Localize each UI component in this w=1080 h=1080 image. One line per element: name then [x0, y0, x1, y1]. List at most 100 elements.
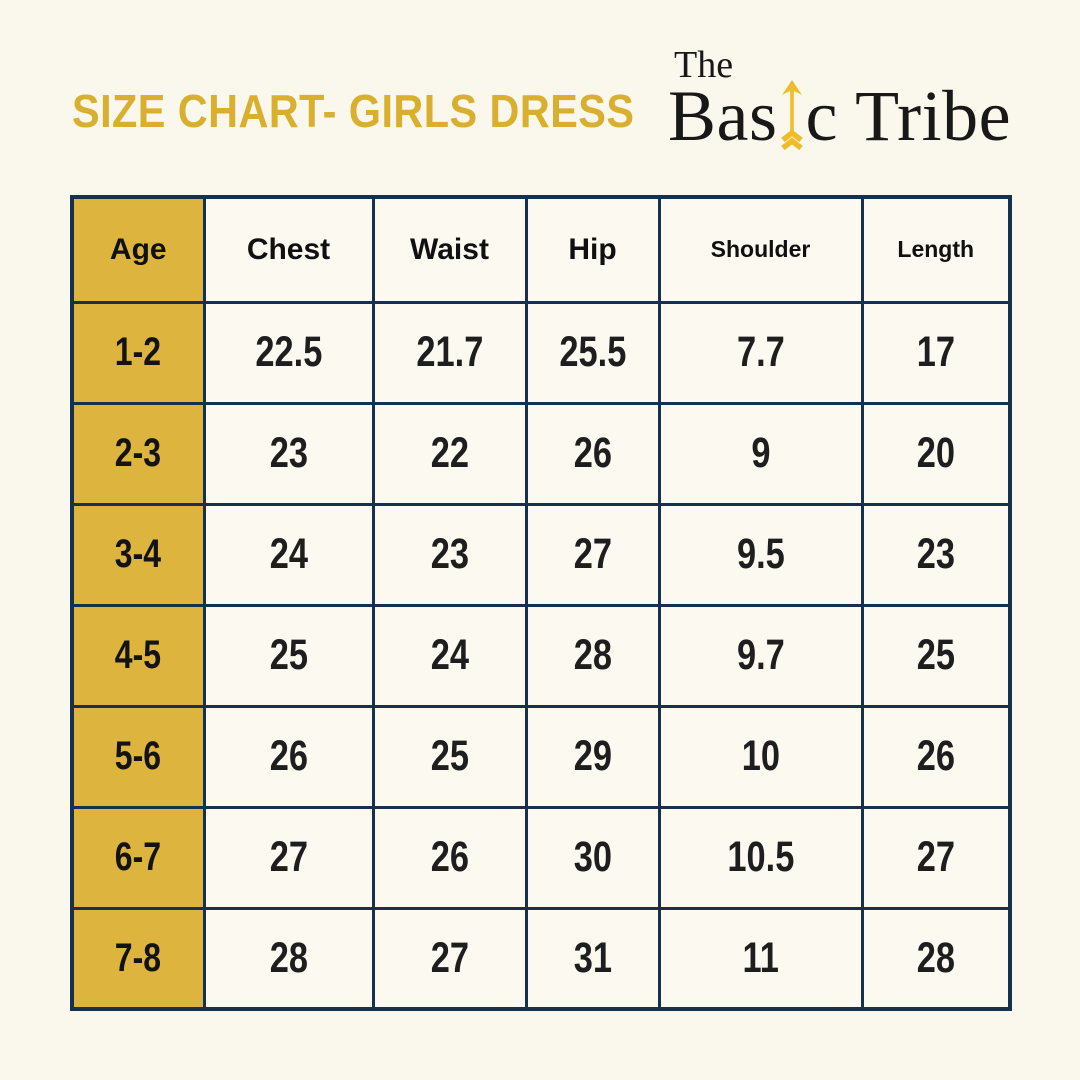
shoulder-value: 9.5 — [736, 530, 785, 578]
waist-value: 27 — [430, 933, 469, 982]
chest-value: 23 — [269, 429, 308, 477]
value-cell: 9.7 — [657, 603, 864, 708]
value-cell: 27 — [524, 502, 661, 607]
brand-prefix: The — [674, 44, 734, 86]
brand-wordmark: Bas c Tribe — [668, 80, 1011, 152]
value-cell: 25 — [371, 704, 528, 809]
age-cell: 5-6 — [70, 704, 206, 809]
value-cell: 26 — [524, 401, 661, 506]
value-cell: 10 — [657, 704, 864, 809]
table-row: 4-5 25 24 28 9.7 25 — [70, 603, 1012, 708]
length-value: 17 — [916, 328, 955, 376]
size-table-body: 1-2 22.5 21.7 25.5 7.7 17 2-3 23 22 26 9… — [70, 300, 1012, 1011]
table-row: 1-2 22.5 21.7 25.5 7.7 17 — [70, 300, 1012, 405]
age-cell: 4-5 — [70, 603, 206, 708]
header-cell-shoulder: Shoulder — [657, 195, 864, 304]
waist-value: 25 — [430, 732, 469, 780]
value-cell: 26 — [371, 805, 528, 910]
chest-value: 25 — [269, 631, 308, 679]
header-cell-age: Age — [70, 195, 206, 304]
waist-value: 23 — [430, 530, 469, 578]
table-row: 7-8 28 27 31 11 28 — [70, 906, 1012, 1011]
waist-value: 24 — [430, 631, 469, 679]
chest-value: 26 — [269, 732, 308, 780]
up-arrow-icon — [780, 80, 803, 150]
length-value: 20 — [916, 429, 955, 477]
length-value: 26 — [916, 732, 955, 780]
brand-name-end: c Tribe — [805, 76, 1012, 156]
page-title: SIZE CHART- GIRLS DRESS — [72, 85, 635, 137]
age-value: 3-4 — [115, 532, 162, 576]
value-cell: 21.7 — [371, 300, 528, 405]
brand-name-start: Bas — [668, 76, 778, 156]
value-cell: 24 — [371, 603, 528, 708]
table-header-row: Age Chest Waist Hip Shoulder Length — [70, 195, 1012, 304]
value-cell: 28 — [524, 603, 661, 708]
hip-value: 27 — [573, 530, 612, 578]
value-cell: 17 — [860, 300, 1012, 405]
age-cell: 6-7 — [70, 805, 206, 910]
chest-value: 27 — [269, 833, 308, 881]
age-value: 2-3 — [115, 431, 162, 475]
age-value: 4-5 — [115, 633, 162, 677]
chest-value: 22.5 — [255, 328, 322, 376]
header-cell-chest: Chest — [202, 195, 375, 304]
value-cell: 26 — [202, 704, 375, 809]
brand-logo: The Bas c Tribe — [668, 46, 1011, 152]
chest-value: 28 — [269, 933, 308, 982]
length-value: 25 — [916, 631, 955, 679]
value-cell: 24 — [202, 502, 375, 607]
shoulder-value: 11 — [742, 933, 779, 982]
age-cell: 7-8 — [70, 906, 206, 1011]
value-cell: 20 — [860, 401, 1012, 506]
value-cell: 26 — [860, 704, 1012, 809]
shoulder-value: 10.5 — [727, 833, 794, 881]
age-cell: 2-3 — [70, 401, 206, 506]
hip-value: 28 — [573, 631, 612, 679]
value-cell: 27 — [202, 805, 375, 910]
value-cell: 9.5 — [657, 502, 864, 607]
value-cell: 27 — [371, 906, 528, 1011]
chest-value: 24 — [269, 530, 308, 578]
waist-value: 26 — [430, 833, 469, 881]
value-cell: 10.5 — [657, 805, 864, 910]
value-cell: 30 — [524, 805, 661, 910]
length-value: 23 — [916, 530, 955, 578]
value-cell: 22 — [371, 401, 528, 506]
value-cell: 25.5 — [524, 300, 661, 405]
shoulder-value: 7.7 — [736, 328, 785, 376]
shoulder-value: 10 — [741, 732, 780, 780]
header-cell-hip: Hip — [524, 195, 661, 304]
hip-value: 31 — [573, 933, 612, 982]
length-value: 28 — [916, 933, 955, 982]
value-cell: 31 — [524, 906, 661, 1011]
table-row: 2-3 23 22 26 9 20 — [70, 401, 1012, 506]
size-chart-table: Age Chest Waist Hip Shoulder Length 1-2 … — [70, 195, 1012, 1011]
age-value: 6-7 — [115, 835, 162, 879]
value-cell: 11 — [657, 906, 864, 1011]
hip-value: 25.5 — [559, 328, 626, 376]
waist-value: 21.7 — [416, 328, 483, 376]
value-cell: 23 — [860, 502, 1012, 607]
value-cell: 27 — [860, 805, 1012, 910]
value-cell: 22.5 — [202, 300, 375, 405]
hip-value: 29 — [573, 732, 612, 780]
shoulder-value: 9.7 — [736, 631, 785, 679]
value-cell: 28 — [860, 906, 1012, 1011]
table-row: 6-7 27 26 30 10.5 27 — [70, 805, 1012, 910]
value-cell: 7.7 — [657, 300, 864, 405]
value-cell: 29 — [524, 704, 661, 809]
header-cell-length: Length — [860, 195, 1012, 304]
length-value: 27 — [916, 833, 955, 881]
value-cell: 28 — [202, 906, 375, 1011]
table-row: 3-4 24 23 27 9.5 23 — [70, 502, 1012, 607]
header-cell-waist: Waist — [371, 195, 528, 304]
hip-value: 30 — [573, 833, 612, 881]
value-cell: 23 — [371, 502, 528, 607]
waist-value: 22 — [430, 429, 469, 477]
shoulder-value: 9 — [750, 429, 771, 477]
hip-value: 26 — [573, 429, 612, 477]
age-value: 5-6 — [115, 734, 162, 778]
table-row: 5-6 26 25 29 10 26 — [70, 704, 1012, 809]
